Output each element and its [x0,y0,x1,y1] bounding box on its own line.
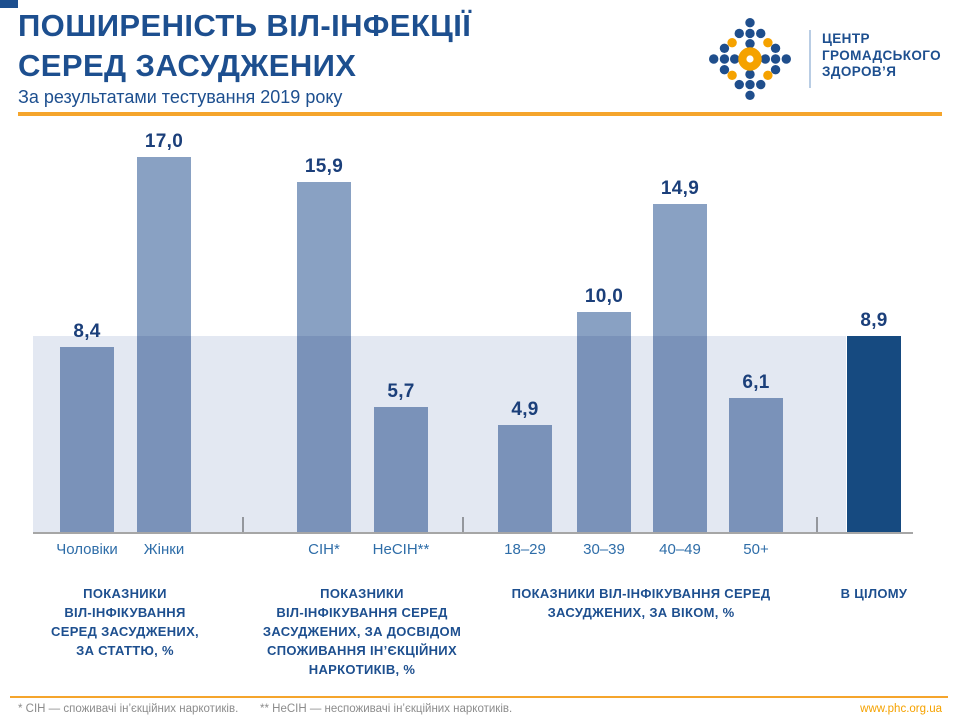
org-name: ЦЕНТР ГРОМАДСЬКОГО ЗДОРОВ’Я [822,31,941,81]
value-label: 10,0 [584,286,624,307]
corner-accent [0,0,18,8]
footer-divider [10,696,948,698]
title-line-2: СЕРЕД ЗАСУДЖЕНИХ [18,48,357,83]
group-label: ПОКАЗНИКИ ВІЛ-ІНФІКУВАННЯ СЕРЕД ЗАСУДЖЕНИ… [511,586,771,620]
category-label: Чоловіки [56,541,118,558]
group-label: В ЦІЛОМУ [840,586,908,601]
value-label: 8,4 [73,321,101,343]
category-label: 30–39 [583,541,625,558]
category-label: Жінки [143,541,185,558]
category-label: 40–49 [659,541,701,558]
value-label: 8,9 [860,310,888,332]
header-divider [18,112,942,116]
footnote-nesin: ** НеСІН — неспоживачі ін’єкційних нарко… [260,703,513,715]
org-name-line-3: ЗДОРОВ’Я [822,64,897,79]
title-line-1: ПОШИРЕНІСТЬ ВІЛ-ІНФЕКЦІЇ [18,8,472,43]
group-label: ПОКАЗНИКИ ВІЛ-ІНФІКУВАННЯ СЕРЕД ЗАСУДЖЕНИХ… [51,586,199,658]
value-label: 4,9 [511,398,539,420]
page-subtitle: За результатами тестування 2019 року [18,87,343,107]
value-label: 14,9 [660,177,700,199]
value-label: 17,0 [144,131,184,153]
value-label: 15,9 [304,155,344,177]
overall-reference-band [33,336,846,533]
org-name-line-2: ГРОМАДСЬКОГО [822,47,942,63]
category-label: 18–29 [504,541,546,558]
category-label: СІН* [308,541,340,558]
org-logo-icon [709,18,791,100]
page-title: ПОШИРЕНІСТЬ ВІЛ-ІНФЕКЦІЇ СЕРЕД ЗАСУДЖЕНИ… [18,6,471,86]
website-url: www.phc.org.ua [860,703,942,715]
org-name-line-1: ЦЕНТР [822,31,870,46]
category-label: НеСІН** [372,541,430,558]
category-label: 50+ [743,541,769,558]
group-label: ПОКАЗНИКИ ВІЛ-ІНФІКУВАННЯ СЕРЕД ЗАСУДЖЕНИХ… [262,586,462,677]
logo-separator [809,30,811,88]
x-axis [33,532,913,534]
footnote-sin: * СІН — споживачі ін’єкційних наркотиків… [18,703,239,715]
bar-overall [847,336,901,533]
value-label: 6,1 [742,372,770,394]
value-label: 5,7 [387,381,415,403]
